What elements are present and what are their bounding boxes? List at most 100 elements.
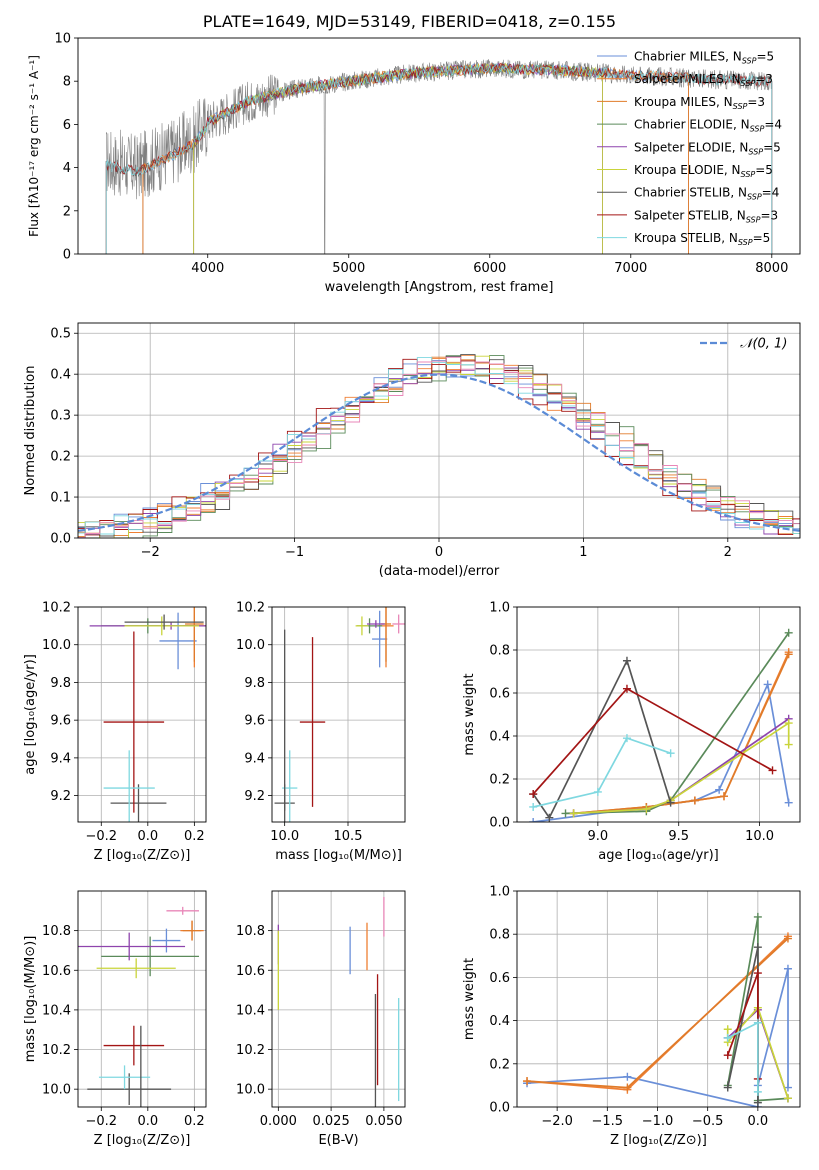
x-tick-label: −0.5 xyxy=(692,1114,724,1129)
y-tick-label: 10.4 xyxy=(42,1003,71,1018)
y-tick-label: 0.0 xyxy=(50,532,71,547)
x-tick-label: 10.0 xyxy=(270,829,299,844)
legend-label: Chabrier ELODIE, NSSP=4 xyxy=(634,118,782,134)
x-tick-label: 8000 xyxy=(755,261,788,276)
series-marker xyxy=(622,684,631,693)
errorbar-point xyxy=(96,958,176,979)
y-tick-label: 0.4 xyxy=(489,1014,510,1029)
series-marker xyxy=(523,1077,532,1086)
series-marker xyxy=(569,809,578,818)
errorbar-point xyxy=(372,610,388,668)
y-tick-label: 0 xyxy=(63,248,71,263)
histogram-salpeter_miles xyxy=(78,354,800,533)
x-tick-label: 0.2 xyxy=(184,1114,205,1129)
y-tick-label: 9.2 xyxy=(244,789,265,804)
y-tick-label: 0.1 xyxy=(50,491,71,506)
series-marker xyxy=(545,813,554,822)
series-marker xyxy=(623,1083,632,1092)
legend-label: Salpeter ELODIE, NSSP=5 xyxy=(634,140,781,156)
x-tick-label: −2 xyxy=(141,545,160,560)
series-marker xyxy=(561,809,570,818)
series-marker xyxy=(529,802,538,811)
errorbar-point xyxy=(392,614,405,634)
y-tick-label: 10.0 xyxy=(236,638,265,653)
plot-area xyxy=(274,607,405,822)
series-marker xyxy=(529,790,538,799)
x-tick-label: 9.0 xyxy=(588,829,609,844)
errorbar-point xyxy=(182,920,202,941)
series-marker xyxy=(623,1072,632,1081)
series-marker xyxy=(593,787,602,796)
errorbar-point xyxy=(299,637,326,807)
series-marker xyxy=(723,1025,732,1034)
y-tick-label: 10.2 xyxy=(42,601,71,616)
axes-frame xyxy=(77,606,207,823)
y-tick-label: 0.6 xyxy=(489,687,510,702)
y-tick-label: 0.8 xyxy=(489,928,510,943)
y-tick-label: 0.2 xyxy=(489,773,510,788)
y-tick-label: 6 xyxy=(63,118,71,133)
series-data-spectrum xyxy=(105,59,772,254)
y-tick-label: 0.0 xyxy=(489,1101,510,1116)
series-marker xyxy=(783,1094,792,1103)
x-tick-label: 2 xyxy=(724,545,732,560)
x-axis-label: E(B-V) xyxy=(318,1133,358,1148)
y-tick-label: 10.8 xyxy=(42,924,71,939)
x-tick-label: 0.025 xyxy=(313,1114,350,1129)
y-tick-label: 10.2 xyxy=(42,1043,71,1058)
x-tick-label: 0.050 xyxy=(365,1114,402,1129)
y-tick-label: 10.4 xyxy=(236,1003,265,1018)
errorbar-point xyxy=(78,932,186,961)
y-tick-label: 0.8 xyxy=(489,644,510,659)
errorbar-point xyxy=(103,1025,165,1066)
y-tick-label: 0.5 xyxy=(50,327,71,342)
panel-weight_vs_Z: −2.0 −1.5 −1.0 −0.5 0.0 0.0 0.2 0.4 0.6 0.8 1.0 Z [… xyxy=(462,885,801,1148)
legend-label: Kroupa MILES, NSSP=3 xyxy=(634,95,765,111)
errorbar-point xyxy=(103,750,155,822)
y-tick-label: 0.4 xyxy=(50,368,71,383)
y-tick-label: 0.3 xyxy=(50,409,71,424)
errorbar-point xyxy=(166,906,200,915)
y-tick-label: 0.4 xyxy=(489,730,510,745)
plot-area xyxy=(78,354,800,538)
axes-frame xyxy=(77,37,801,255)
series-line-salpeter_miles xyxy=(573,651,790,815)
y-axis-label: mass weight xyxy=(462,958,477,1040)
series-line-kroupa_elodie xyxy=(573,721,790,815)
legend-label: Kroupa ELODIE, NSSP=5 xyxy=(634,163,773,179)
legend: Chabrier MILES, NSSP=5 Salpeter MILES, NS… xyxy=(597,50,782,247)
plot-area xyxy=(89,607,206,822)
series-marker xyxy=(719,792,728,801)
y-axis-label: mass weight xyxy=(462,673,477,755)
y-tick-label: 10.6 xyxy=(236,964,265,979)
series-marker xyxy=(622,734,631,743)
y-tick-label: 9.6 xyxy=(244,714,265,729)
series-chabrier_stelib xyxy=(105,62,773,178)
x-tick-label: 0.2 xyxy=(184,829,205,844)
series-marker xyxy=(723,1083,732,1092)
y-tick-label: 9.6 xyxy=(50,714,71,729)
series-line-chabrier_stelib xyxy=(532,658,672,820)
y-tick-label: 1.0 xyxy=(489,601,510,616)
axes-frame xyxy=(516,606,801,823)
series-marker xyxy=(666,798,675,807)
x-tick-label: −1.0 xyxy=(642,1114,674,1129)
x-axis-label: Z [log₁₀(Z/Z⊙)] xyxy=(94,848,191,863)
errorbar-point xyxy=(152,928,181,953)
axes-frame xyxy=(271,606,406,823)
x-tick-label: −0.2 xyxy=(85,829,117,844)
x-tick-label: 9.5 xyxy=(668,829,689,844)
y-axis-label: Flux [fλ10⁻¹⁷ erg cm⁻² s⁻¹ A⁻¹] xyxy=(27,55,41,237)
panel-residuals: −2 −1 0 1 2 0.0 0.1 0.2 0.3 0.4 0.5 (data-model)/er… xyxy=(23,322,801,579)
errorbar-point xyxy=(124,614,204,630)
y-tick-label: 10.2 xyxy=(236,601,265,616)
series-marker xyxy=(784,740,793,749)
panel-age_vs_Z: −0.2 0.0 0.2 9.2 9.4 9.6 9.8 10.0 10.2 Z [log₁₀(Z… xyxy=(23,601,207,863)
x-axis-label: (data-model)/error xyxy=(379,564,500,579)
legend-label: Chabrier STELIB, NSSP=4 xyxy=(634,186,779,202)
x-tick-label: 1 xyxy=(579,545,587,560)
y-tick-label: 10 xyxy=(54,32,71,47)
series-marker xyxy=(723,1033,732,1042)
series-marker xyxy=(690,796,699,805)
series-line-chabrier_miles xyxy=(533,681,790,822)
